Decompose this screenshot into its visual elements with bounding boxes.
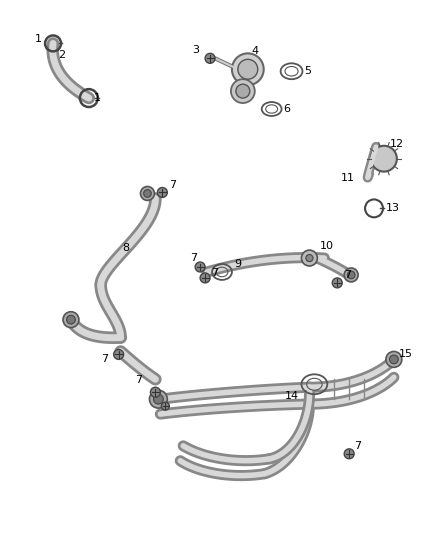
Circle shape bbox=[161, 402, 170, 410]
Text: 14: 14 bbox=[285, 391, 299, 401]
Text: 7: 7 bbox=[211, 268, 218, 278]
Text: 8: 8 bbox=[123, 243, 130, 253]
Circle shape bbox=[153, 394, 163, 404]
Text: 1: 1 bbox=[35, 35, 42, 44]
Circle shape bbox=[200, 273, 210, 283]
Text: 1: 1 bbox=[94, 93, 101, 103]
Text: 7: 7 bbox=[101, 354, 108, 365]
Text: 4: 4 bbox=[252, 46, 259, 56]
Text: 6: 6 bbox=[283, 104, 290, 114]
Circle shape bbox=[332, 278, 342, 288]
Circle shape bbox=[114, 350, 124, 359]
Circle shape bbox=[344, 449, 354, 459]
Circle shape bbox=[205, 53, 215, 63]
Circle shape bbox=[389, 355, 398, 364]
Circle shape bbox=[301, 250, 318, 266]
Circle shape bbox=[157, 188, 167, 197]
Circle shape bbox=[344, 268, 358, 282]
Text: 5: 5 bbox=[304, 66, 311, 76]
Circle shape bbox=[371, 146, 397, 172]
Text: 7: 7 bbox=[354, 441, 361, 451]
Circle shape bbox=[149, 390, 167, 408]
Text: 7: 7 bbox=[170, 180, 177, 190]
Text: 7: 7 bbox=[135, 375, 143, 385]
Circle shape bbox=[141, 187, 155, 200]
Text: 7: 7 bbox=[344, 270, 351, 280]
Text: 12: 12 bbox=[390, 139, 404, 149]
Circle shape bbox=[150, 387, 160, 397]
Circle shape bbox=[232, 53, 264, 85]
Circle shape bbox=[231, 79, 255, 103]
Circle shape bbox=[195, 262, 205, 272]
Circle shape bbox=[347, 271, 355, 279]
Text: 11: 11 bbox=[341, 173, 355, 183]
Text: 9: 9 bbox=[234, 259, 241, 269]
Circle shape bbox=[386, 351, 402, 367]
Text: 3: 3 bbox=[192, 45, 199, 55]
Text: 13: 13 bbox=[386, 204, 400, 213]
Text: 10: 10 bbox=[319, 241, 333, 251]
Text: 2: 2 bbox=[58, 50, 65, 60]
Circle shape bbox=[306, 254, 313, 262]
Circle shape bbox=[236, 84, 250, 98]
Circle shape bbox=[144, 190, 151, 197]
Circle shape bbox=[63, 312, 79, 328]
Text: 15: 15 bbox=[399, 350, 413, 359]
Circle shape bbox=[67, 316, 75, 324]
Circle shape bbox=[238, 59, 258, 79]
Text: 7: 7 bbox=[190, 253, 197, 263]
